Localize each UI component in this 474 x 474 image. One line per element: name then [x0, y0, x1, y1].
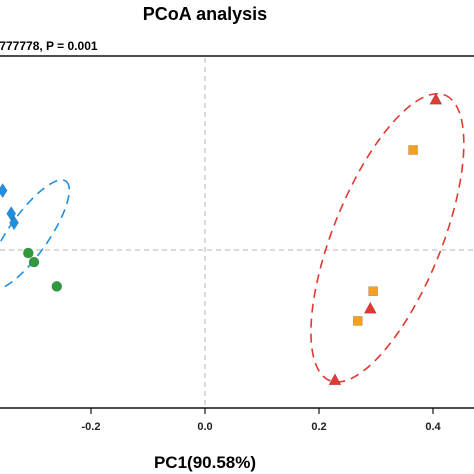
- point-circle: [28, 256, 40, 268]
- chart-title: PCoA analysis: [143, 4, 267, 24]
- point-circle: [22, 247, 34, 259]
- point-triangle: [429, 92, 443, 105]
- confidence-ellipses: [0, 92, 465, 383]
- group-ellipse-2: [310, 92, 465, 383]
- group-ellipse-1: [0, 179, 71, 291]
- point-triangle: [363, 301, 377, 314]
- x-tick-label: 0.2: [311, 421, 326, 433]
- reference-lines: [0, 58, 474, 406]
- point-circle: [51, 281, 63, 292]
- x-tick-label: 0.0: [197, 421, 212, 433]
- data-points: [0, 92, 443, 386]
- x-axis-ticks: -0.2 0.0 0.2 0.4: [82, 408, 442, 433]
- stat-annotation: .777778, P = 0.001: [0, 39, 98, 53]
- point-diamond: [9, 215, 19, 231]
- point-square: [352, 316, 363, 326]
- x-tick-label: 0.4: [425, 421, 441, 433]
- point-triangle: [328, 373, 342, 386]
- x-axis-label: PC1(90.58%): [154, 453, 256, 472]
- x-tick-label: -0.2: [82, 421, 101, 433]
- point-square: [368, 286, 378, 297]
- point-diamond: [0, 183, 8, 199]
- point-square: [408, 145, 418, 155]
